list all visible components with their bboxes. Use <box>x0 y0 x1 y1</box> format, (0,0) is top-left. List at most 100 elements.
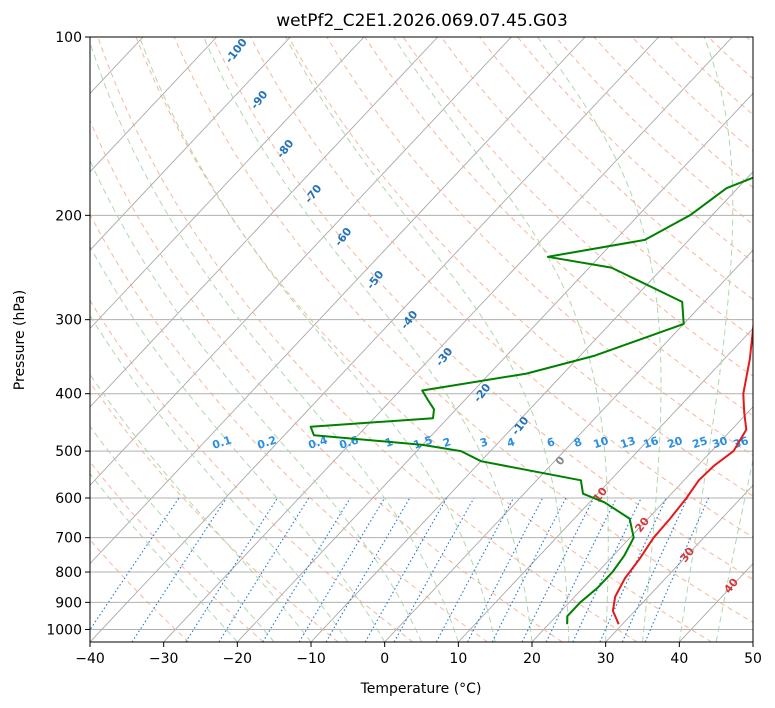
mixing-ratio-line <box>545 497 617 642</box>
mixing-ratio-line <box>521 497 595 642</box>
y-axis-label: Pressure (hPa) <box>12 290 28 390</box>
isotherm-label: 40 <box>721 576 741 596</box>
moist-adiabat-line <box>90 314 349 642</box>
y-tick-label: 900 <box>55 595 82 611</box>
x-tick-label: 10 <box>449 651 467 667</box>
isotherm-line <box>310 171 753 642</box>
isotherm-line <box>531 406 753 642</box>
mixing-ratio-line <box>262 497 351 642</box>
isotherm-line <box>163 37 733 642</box>
dry-adiabat-line <box>97 37 638 642</box>
dry-adiabat-line <box>90 460 264 642</box>
isotherm-line <box>90 37 439 408</box>
mixing-ratio-line <box>467 497 544 642</box>
dry-adiabat-line <box>90 299 414 642</box>
mixing-ratio-label: 20 <box>666 434 685 451</box>
dry-adiabat-line <box>90 119 563 642</box>
moist-adiabat-line <box>752 639 753 642</box>
mixing-ratio-line <box>599 497 667 642</box>
moist-adiabat-line <box>393 37 609 642</box>
plot-frame <box>89 36 754 643</box>
mixing-ratio-label: 1.5 <box>412 433 435 451</box>
dry-adiabat-line <box>135 37 712 642</box>
isotherm-label: -20 <box>471 381 494 405</box>
x-tick-label: −10 <box>296 651 326 667</box>
mixing-ratio-label: 0.4 <box>307 433 330 451</box>
isotherm-line <box>237 92 753 642</box>
y-tick-label: 400 <box>55 387 82 403</box>
isotherm-line <box>384 249 753 642</box>
moist-adiabat-line <box>139 37 496 642</box>
mixing-ratio-line <box>131 497 228 642</box>
dry-adiabat-line <box>631 37 753 152</box>
dry-adiabat-line <box>746 37 753 44</box>
y-tick-label: 500 <box>55 444 82 460</box>
mixing-ratio-line <box>90 497 180 631</box>
isotherm-line <box>90 37 512 486</box>
dry-adiabat-line <box>211 37 753 581</box>
y-tick-label: 200 <box>55 208 82 224</box>
dry-adiabat-line <box>173 37 753 624</box>
y-tick-label: 700 <box>55 531 82 547</box>
moist-adiabat-line <box>90 473 238 642</box>
mixing-ratio-label: 2 <box>441 435 452 450</box>
dry-adiabat-line <box>90 539 190 642</box>
dry-adiabat-line <box>288 37 753 497</box>
isotherm-line <box>458 327 753 642</box>
isotherm-label: -80 <box>274 137 297 161</box>
dry-adiabat-line <box>440 37 753 339</box>
grid-layer <box>90 36 753 630</box>
moist-adiabat-line <box>285 37 570 642</box>
dry-adiabat-line <box>250 37 753 538</box>
dry-adiabat-line <box>90 213 488 642</box>
mixing-ratio-line <box>435 497 514 642</box>
isotherm-line <box>752 641 753 642</box>
isotherm-label: -90 <box>248 88 271 112</box>
x-tick-label: 30 <box>597 651 615 667</box>
isotherm-label: -50 <box>364 268 387 292</box>
x-tick-label: −20 <box>223 651 253 667</box>
mixing-ratio-label: 0.2 <box>256 433 279 451</box>
x-tick-label: −30 <box>149 651 179 667</box>
temperature-trace <box>611 322 753 625</box>
dry-adiabat-line <box>593 37 753 189</box>
mixing-ratio-label: 13 <box>619 434 638 451</box>
mixing-ratio-label: 16 <box>642 434 661 451</box>
dry-adiabat-line <box>326 37 753 457</box>
dry-adiabat-line <box>364 37 753 417</box>
moist-adiabat-line <box>90 159 422 642</box>
x-axis-label: Temperature (°C) <box>360 681 482 697</box>
y-axis: 100 200 300 400 500 600 700 800 900 1000 <box>46 30 90 638</box>
mixing-ratio-line <box>572 497 642 642</box>
isotherm-line <box>90 37 218 173</box>
y-tick-label: 100 <box>55 30 82 46</box>
mixing-ratio-label: 3 <box>478 435 489 450</box>
mixing-ratio-line <box>644 497 710 642</box>
mixing-ratio-label: 4 <box>505 435 517 450</box>
mixing-ratio-label: 30 <box>711 434 730 451</box>
dewpoint-trace <box>309 176 753 625</box>
mixing-ratio-label: 0.1 <box>211 433 234 451</box>
x-tick-label: −40 <box>75 651 105 667</box>
mixing-ratio-line <box>621 497 688 642</box>
dry-adiabat-line <box>479 37 753 300</box>
y-tick-label: 800 <box>55 565 82 581</box>
y-tick-label: 300 <box>55 313 82 329</box>
dry-adiabat-line <box>555 37 753 225</box>
moist-adiabat-line <box>90 373 312 642</box>
x-tick-label: 40 <box>670 651 688 667</box>
mixing-ratio-line <box>218 497 310 642</box>
x-tick-label: 0 <box>380 651 389 667</box>
mixing-ratio-label: 25 <box>691 434 710 451</box>
mixing-ratio-label: 10 <box>592 434 611 451</box>
moist-adiabat-line <box>90 245 386 642</box>
chart-title: wetPf2_C2E1.2026.069.07.45.G03 <box>276 11 568 31</box>
isotherm-line <box>605 484 753 642</box>
moist-adiabat-line <box>678 37 734 642</box>
mixing-ratio-line <box>491 497 567 642</box>
isotherm-line <box>90 37 586 565</box>
y-tick-label: 1000 <box>46 622 82 638</box>
sounding-series <box>309 176 753 625</box>
x-axis: −40 −30 −20 −10 0 10 20 30 40 50 <box>75 642 762 667</box>
